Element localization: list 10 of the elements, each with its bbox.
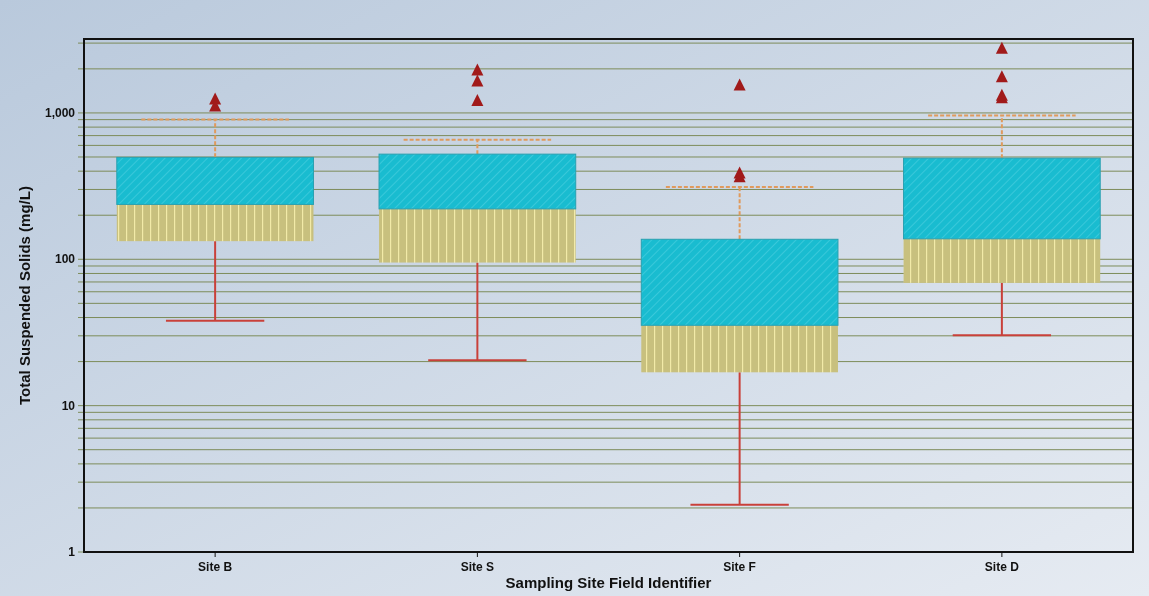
y-axis-title: Total Suspended Solids (mg/L) — [16, 186, 33, 405]
x-axis-title: Sampling Site Field Identifier — [505, 574, 712, 591]
y-tick-label: 10 — [61, 398, 76, 413]
y-tick-label: 1 — [68, 545, 76, 560]
y-tick-label: 1,000 — [44, 106, 76, 121]
x-tick-label: Site D — [984, 560, 1020, 574]
x-tick-label: Site F — [723, 560, 756, 574]
x-tick-label: Site B — [198, 560, 233, 574]
y-tick-label: 100 — [54, 252, 76, 267]
x-tick-label: Site S — [460, 560, 495, 574]
